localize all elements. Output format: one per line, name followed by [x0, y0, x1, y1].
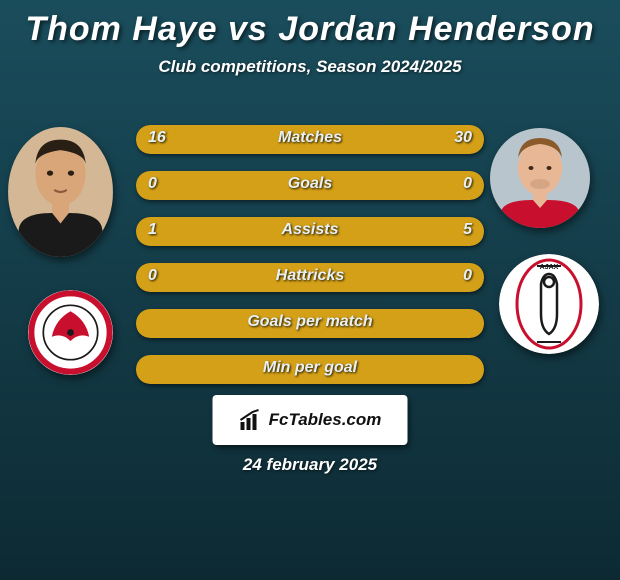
stat-label: Min per goal — [263, 359, 357, 377]
stat-label: Matches — [278, 129, 342, 147]
stat-label: Goals per match — [247, 313, 372, 331]
stat-value-left: 16 — [148, 129, 166, 147]
stat-fill-right — [194, 217, 484, 246]
stat-value-right: 5 — [463, 221, 472, 239]
svg-text:AJAX: AJAX — [540, 264, 559, 271]
stat-label: Hattricks — [276, 267, 344, 285]
stat-row-mpg: Min per goal — [136, 355, 484, 384]
stat-fill-right — [310, 171, 484, 200]
player-right-avatar — [490, 128, 590, 228]
brand-text: FcTables.com — [269, 410, 382, 430]
stat-label: Goals — [288, 175, 332, 193]
stat-value-left: 0 — [148, 267, 157, 285]
stat-fill-left — [136, 217, 194, 246]
club-badge-icon: AJAX — [499, 254, 599, 354]
stats-container: 16 Matches 30 0 Goals 0 1 Assists 5 0 Ha… — [136, 125, 484, 401]
stat-row-matches: 16 Matches 30 — [136, 125, 484, 154]
stat-row-hattricks: 0 Hattricks 0 — [136, 263, 484, 292]
stat-row-assists: 1 Assists 5 — [136, 217, 484, 246]
club-right-badge: AJAX — [499, 254, 599, 354]
stat-row-gpm: Goals per match — [136, 309, 484, 338]
avatar-icon — [490, 128, 590, 228]
club-left-badge — [28, 290, 113, 375]
stat-fill-left — [136, 171, 310, 200]
brand-badge: FcTables.com — [213, 395, 408, 445]
date-text: 24 february 2025 — [243, 455, 377, 475]
chart-icon — [239, 408, 263, 432]
stat-label: Assists — [282, 221, 339, 239]
club-badge-icon — [28, 290, 113, 375]
player-left-avatar — [8, 127, 113, 257]
stat-value-left: 0 — [148, 175, 157, 193]
subtitle: Club competitions, Season 2024/2025 — [0, 57, 620, 77]
stat-value-right: 0 — [463, 267, 472, 285]
stat-value-right: 0 — [463, 175, 472, 193]
avatar-icon — [8, 127, 113, 257]
page-title: Thom Haye vs Jordan Henderson — [0, 0, 620, 49]
stat-value-right: 30 — [454, 129, 472, 147]
stat-row-goals: 0 Goals 0 — [136, 171, 484, 200]
stat-value-left: 1 — [148, 221, 157, 239]
